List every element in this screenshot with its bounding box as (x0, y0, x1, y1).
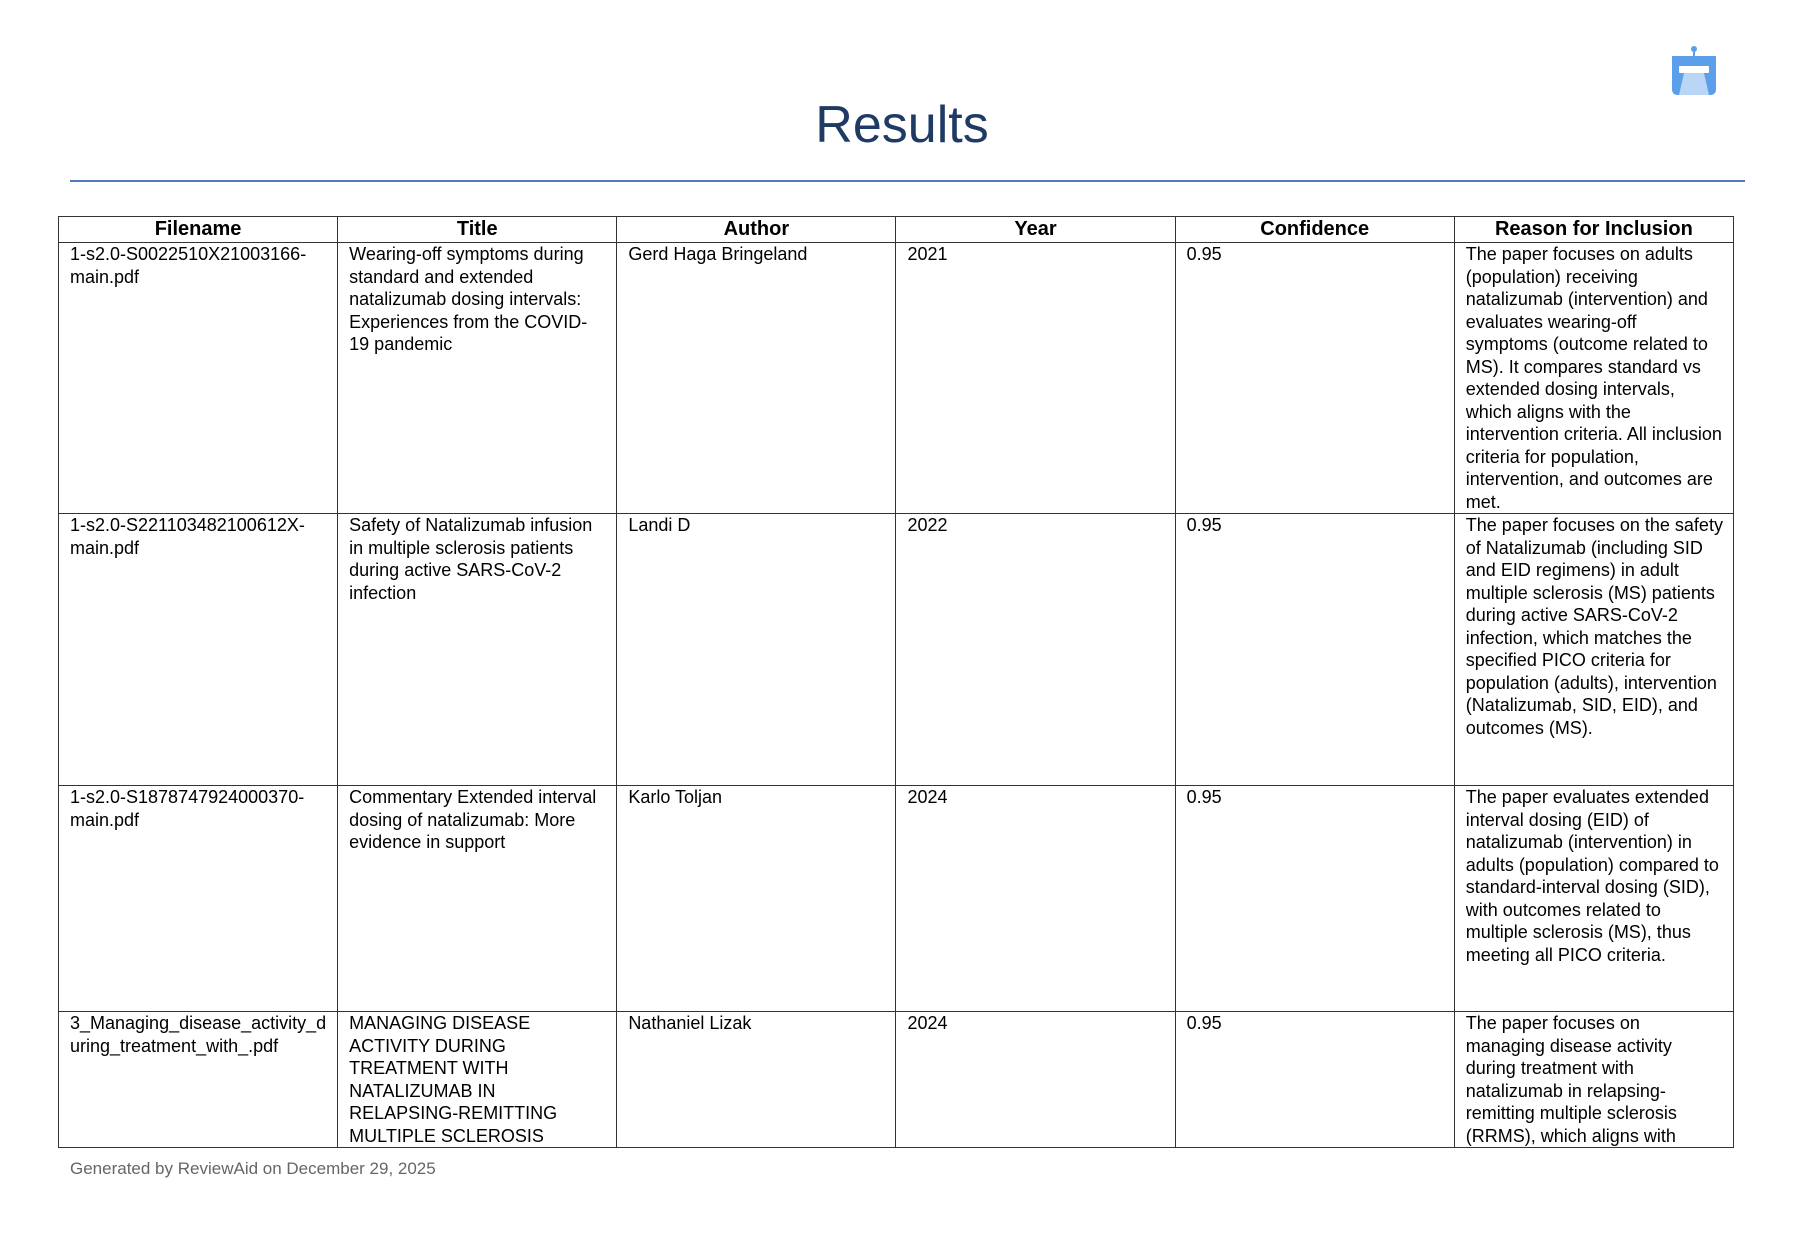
cell-reason: The paper focuses on adults (population)… (1453, 242, 1735, 514)
cell-confidence: 0.95 (1174, 785, 1455, 1012)
cell-reason-text: The paper focuses on managing disease ac… (1465, 1013, 1677, 1146)
cell-reason: The paper focuses on managing disease ac… (1453, 1011, 1735, 1148)
cell-author-text: Karlo Toljan (628, 787, 723, 807)
cell-title-text: Commentary Extended interval dosing of n… (349, 787, 597, 852)
cell-reason: The paper focuses on the safety of Natal… (1453, 513, 1735, 786)
cell-title-text: Wearing-off symptoms during standard and… (349, 244, 588, 354)
cell-year-text: 2022 (907, 515, 948, 535)
cell-reason-text: The paper evaluates extended interval do… (1465, 787, 1719, 965)
cell-title: Safety of Natalizumab infusion in multip… (337, 513, 618, 786)
cell-confidence: 0.95 (1174, 1011, 1455, 1148)
cell-filename-text: 3_Managing_disease_activity_during_treat… (70, 1013, 327, 1056)
header-confidence: Confidence (1174, 216, 1455, 243)
cell-filename: 3_Managing_disease_activity_during_treat… (57, 1011, 339, 1148)
cell-year: 2022 (895, 513, 1176, 786)
header-year: Year (895, 216, 1176, 243)
header-filename: Filename (57, 216, 339, 243)
robot-lamp-logo-icon (1672, 46, 1716, 95)
cell-title-text: MANAGING DISEASE ACTIVITY DURING TREATME… (349, 1013, 558, 1146)
cell-confidence-text: 0.95 (1186, 515, 1222, 535)
cell-reason-text: The paper focuses on the safety of Natal… (1465, 515, 1723, 738)
table-header-row: Filename Title Author Year Confidence Re… (57, 216, 1735, 243)
cell-author: Landi D (616, 513, 897, 786)
cell-author-text: Nathaniel Lizak (628, 1013, 752, 1033)
cell-year: 2024 (895, 785, 1176, 1012)
table-row: 1-s2.0-S0022510X21003166-main.pdf Wearing… (57, 242, 1735, 514)
cell-title: Commentary Extended interval dosing of n… (337, 785, 618, 1012)
cell-year: 2024 (895, 1011, 1176, 1148)
table-row: 1-s2.0-S1878747924000370-main.pdf Comment… (57, 785, 1735, 1012)
cell-confidence-text: 0.95 (1186, 244, 1222, 264)
cell-confidence: 0.95 (1174, 242, 1455, 514)
cell-year-text: 2024 (907, 1013, 948, 1033)
cell-title-text: Safety of Natalizumab infusion in multip… (349, 515, 593, 603)
cell-title: MANAGING DISEASE ACTIVITY DURING TREATME… (337, 1011, 618, 1148)
cell-filename-text: 1-s2.0-S0022510X21003166-main.pdf (70, 244, 307, 287)
cell-author-text: Landi D (628, 515, 691, 535)
cell-author: Gerd Haga Bringeland (616, 242, 897, 514)
header-title: Title (337, 216, 618, 243)
header-author: Author (616, 216, 897, 243)
cell-reason: The paper evaluates extended interval do… (1453, 785, 1735, 1012)
cell-filename: 1-s2.0-S0022510X21003166-main.pdf (57, 242, 339, 514)
cell-confidence-text: 0.95 (1186, 787, 1222, 807)
cell-title: Wearing-off symptoms during standard and… (337, 242, 618, 514)
table-row: 1-s2.0-S221103482100612X-main.pdf Safety … (57, 513, 1735, 786)
cell-author: Nathaniel Lizak (616, 1011, 897, 1148)
cell-year-text: 2021 (907, 244, 948, 264)
table-row: 3_Managing_disease_activity_during_treat… (57, 1011, 1735, 1148)
cell-filename: 1-s2.0-S221103482100612X-main.pdf (57, 513, 339, 786)
cell-filename: 1-s2.0-S1878747924000370-main.pdf (57, 785, 339, 1012)
cell-confidence: 0.95 (1174, 513, 1455, 786)
cell-reason-text: The paper focuses on adults (population)… (1465, 244, 1722, 512)
page-title: Results (815, 96, 989, 154)
footer-text: Generated by ReviewAid on December 29, 2… (70, 1159, 436, 1178)
title-divider (70, 180, 1745, 182)
cell-author-text: Gerd Haga Bringeland (628, 244, 808, 264)
header-reason: Reason for Inclusion (1453, 216, 1735, 243)
cell-year-text: 2024 (907, 787, 948, 807)
cell-confidence-text: 0.95 (1186, 1013, 1222, 1033)
cell-filename-text: 1-s2.0-S1878747924000370-main.pdf (70, 787, 305, 830)
cell-author: Karlo Toljan (616, 785, 897, 1012)
cell-year: 2021 (895, 242, 1176, 514)
cell-filename-text: 1-s2.0-S221103482100612X-main.pdf (70, 515, 305, 558)
results-table: Filename Title Author Year Confidence Re… (57, 216, 1735, 1148)
